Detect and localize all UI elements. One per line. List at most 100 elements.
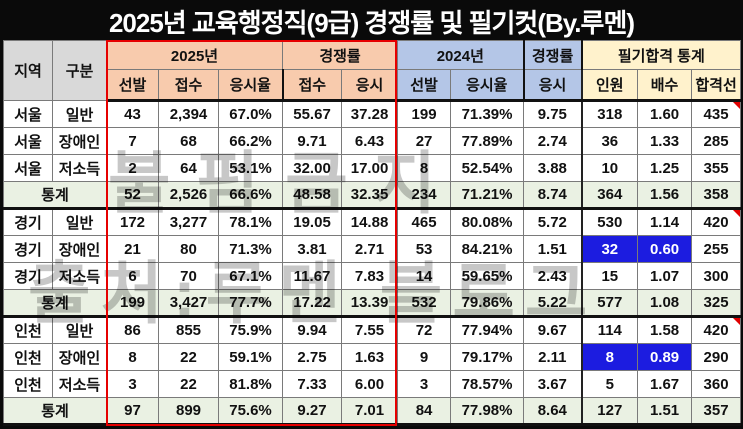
cell: 68 [158, 127, 219, 155]
region-cell: 인천 [3, 343, 53, 371]
cell: 84.21% [450, 235, 525, 263]
cell: 285 [691, 127, 742, 155]
stats-row: 통계 52 2,526 66.6% 48.58 32.35 234 71.21% 8.74 364… [3, 181, 742, 210]
table-row: 경기 저소득 6 70 67.1% 11.67 7.83 14 59.65% 2.43 15 1.07… [3, 262, 742, 290]
table-row: 인천 장애인 8 22 59.1% 2.75 1.63 9 79.17% 2.11 8 0.89 290 [3, 343, 742, 371]
cell: 15 [580, 262, 639, 290]
cell: 67.0% [217, 100, 284, 128]
cell: 9 [397, 343, 452, 371]
cell: 2.74 [523, 127, 583, 155]
cell: 77.98% [450, 397, 525, 426]
cell: 3 [397, 370, 452, 398]
cell: 8.74 [523, 181, 583, 210]
cell: 80 [158, 235, 219, 263]
header-group: 2024년 [397, 40, 525, 70]
header-col: 선발 [106, 69, 159, 102]
cell: 9.67 [523, 316, 583, 344]
category-cell: 저소득 [52, 262, 107, 290]
cell: 80.08% [450, 208, 525, 236]
cell: 67.1% [217, 262, 284, 290]
header-col: 응시 [522, 69, 583, 102]
cell: 318 [580, 100, 639, 128]
header-col: 인원 [580, 69, 639, 102]
cell: 358 [691, 181, 742, 210]
category-cell: 장애인 [52, 127, 107, 155]
cell: 70 [158, 262, 219, 290]
cell: 77.89% [450, 127, 525, 155]
cell: 22 [158, 343, 219, 371]
cell: 2,394 [158, 100, 219, 128]
header-col: 접수 [158, 69, 219, 102]
cell: 1.14 [637, 208, 693, 236]
cell: 9.27 [282, 397, 343, 426]
region-cell: 서울 [3, 100, 53, 128]
cell: 17.00 [341, 154, 399, 182]
header-col: 응시율 [450, 69, 525, 102]
cell: 66.2% [217, 127, 284, 155]
cell: 5.72 [523, 208, 583, 236]
cell: 325 [691, 289, 742, 318]
cell: 8.64 [523, 397, 583, 426]
category-cell: 장애인 [52, 235, 107, 263]
cell: 9.71 [282, 127, 343, 155]
table-row: 경기 일반 172 3,277 78.1% 19.05 14.88 465 80.08% 5.72… [3, 208, 742, 236]
table-row: 서울 일반 43 2,394 67.0% 55.67 37.28 199 71.39% 9.75 3… [3, 100, 742, 128]
cell: 27 [397, 127, 452, 155]
cell: 1.51 [637, 397, 693, 426]
region-cell: 경기 [3, 235, 53, 263]
cell: 72 [397, 316, 452, 344]
header-col: 배수 [637, 69, 693, 102]
cell: 53 [397, 235, 452, 263]
header-col: 응시 [341, 69, 399, 102]
stats-label-cell: 통계 [3, 397, 107, 426]
comment-marker-icon [733, 102, 740, 109]
cell: 1.63 [341, 343, 399, 371]
cell: 32.35 [341, 181, 399, 210]
cell: 532 [397, 289, 452, 318]
header-col: 합격선 [691, 69, 742, 102]
cell: 0.89 [637, 343, 693, 371]
cell: 77.94% [450, 316, 525, 344]
table-row: 인천 일반 86 855 75.9% 9.94 7.55 72 77.94% 9.67 114 1.5… [3, 316, 742, 344]
cell: 1.51 [523, 235, 583, 263]
stats-label-cell: 통계 [3, 181, 107, 210]
cell: 5.22 [523, 289, 583, 318]
cell: 234 [397, 181, 452, 210]
cell: 66.6% [217, 181, 284, 210]
cell: 59.65% [450, 262, 525, 290]
cell: 1.07 [637, 262, 693, 290]
header-region: 지역 [3, 40, 53, 101]
header-category: 구분 [52, 40, 107, 101]
cell: 37.28 [341, 100, 399, 128]
cell: 6.00 [341, 370, 399, 398]
cell: 255 [691, 235, 742, 263]
header-col: 응시율 [217, 69, 284, 102]
cell: 5 [580, 370, 639, 398]
cell: 32 [580, 235, 639, 263]
region-cell: 서울 [3, 154, 53, 182]
cell: 855 [158, 316, 219, 344]
header-col: 선발 [397, 69, 452, 102]
cell: 172 [106, 208, 159, 236]
cell: 420 [691, 208, 742, 236]
cell: 43 [106, 100, 159, 128]
cell: 81.8% [217, 370, 284, 398]
cell: 8 [106, 343, 159, 371]
stats-row: 통계 97 899 75.6% 9.27 7.01 84 77.98% 8.64 127 1.51 3… [3, 397, 742, 426]
category-cell: 일반 [52, 316, 107, 344]
cell: 79.17% [450, 343, 525, 371]
cell: 199 [106, 289, 159, 318]
header-group: 경쟁률 [282, 40, 399, 70]
cell: 1.25 [637, 154, 693, 182]
cell: 59.1% [217, 343, 284, 371]
table-header: 지역 구분 2025년 경쟁률 2024년 경쟁률 필기합격 통계 선발 접수 응시율 접수 응시 선발… [3, 40, 742, 102]
cell: 3,427 [158, 289, 219, 318]
cell: 36 [580, 127, 639, 155]
cell: 10 [580, 154, 639, 182]
cell: 3,277 [158, 208, 219, 236]
cell: 97 [106, 397, 159, 426]
cell: 7.01 [341, 397, 399, 426]
cell: 364 [580, 181, 639, 210]
region-cell: 인천 [3, 370, 53, 398]
cell: 3 [106, 370, 159, 398]
